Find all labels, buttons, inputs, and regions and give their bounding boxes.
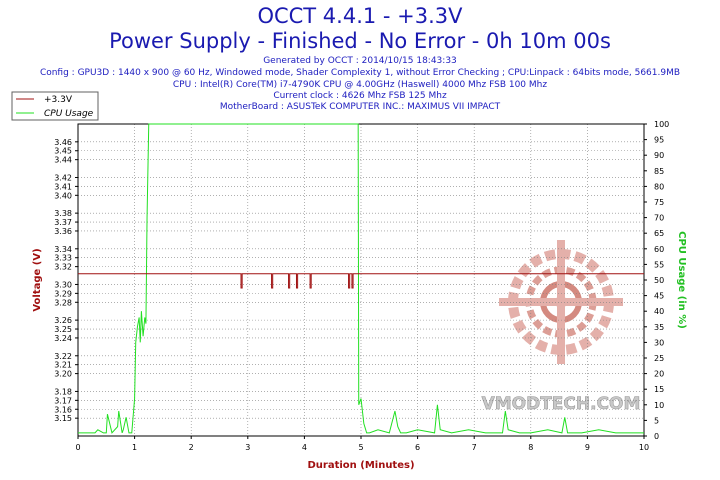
x-tick-label: 5 — [358, 443, 363, 452]
info-cpu: CPU : Intel(R) Core(TM) i7-4790K CPU @ 4… — [172, 80, 548, 90]
y-tick-label: 3.21 — [54, 361, 72, 370]
y-tick-label: 3.42 — [54, 173, 72, 182]
y-tick-label: 3.33 — [54, 254, 72, 263]
x-tick-label: 1 — [132, 443, 137, 452]
x-tick-label: 10 — [639, 443, 649, 452]
y-tick-label: 3.20 — [54, 370, 72, 379]
y-tick-label: 3.16 — [54, 405, 72, 414]
y2-tick-label: 95 — [654, 136, 664, 145]
y2-tick-label: 65 — [654, 229, 664, 238]
x-tick-label: 2 — [189, 443, 194, 452]
y2-tick-label: 40 — [654, 307, 664, 316]
info-config: Config : GPU3D : 1440 x 900 @ 60 Hz, Win… — [39, 68, 681, 78]
x-tick-label: 8 — [528, 443, 533, 452]
y2-tick-label: 0 — [654, 432, 659, 441]
y2-tick-label: 35 — [654, 323, 664, 332]
grid-lines — [78, 124, 644, 436]
x-axis-ticks: 0 1 2 3 4 5 6 7 8 9 10 — [75, 436, 649, 452]
x-tick-label: 9 — [585, 443, 590, 452]
y-tick-label: 3.18 — [54, 387, 72, 396]
series-line-voltage — [78, 273, 644, 289]
y2-tick-label: 5 — [654, 416, 659, 425]
y-tick-label: 3.46 — [54, 138, 72, 147]
x-tick-label: 3 — [245, 443, 250, 452]
y-tick-label: 3.26 — [54, 316, 72, 325]
y2-tick-label: 80 — [654, 182, 664, 191]
y-tick-label: 3.24 — [54, 334, 72, 343]
y-tick-label: 3.17 — [54, 396, 72, 405]
y-tick-label: 3.22 — [54, 352, 72, 361]
series-line-cpu-usage — [78, 123, 644, 434]
y-tick-label: 3.40 — [54, 191, 72, 200]
y-tick-label: 3.30 — [54, 280, 72, 289]
y-tick-label: 3.15 — [54, 414, 72, 423]
y-tick-label: 3.28 — [54, 298, 72, 307]
y-tick-label: 3.36 — [54, 227, 72, 236]
y-tick-label: 3.41 — [54, 182, 72, 191]
y2-tick-label: 50 — [654, 276, 664, 285]
y-tick-label: 3.44 — [54, 156, 72, 165]
y-tick-label: 3.38 — [54, 209, 72, 218]
x-tick-label: 4 — [302, 443, 307, 452]
info-motherboard: MotherBoard : ASUSTeK COMPUTER INC.: MAX… — [219, 102, 501, 112]
y2-tick-label: 10 — [654, 401, 664, 410]
y2-tick-label: 100 — [654, 120, 669, 129]
x-tick-label: 6 — [415, 443, 420, 452]
legend: +3.3V CPU Usage — [11, 91, 99, 121]
y2-tick-label: 60 — [654, 245, 664, 254]
y2-tick-label: 55 — [654, 260, 664, 269]
x-tick-label: 7 — [472, 443, 477, 452]
y-tick-label: 3.45 — [54, 147, 72, 156]
y-tick-label: 3.37 — [54, 218, 72, 227]
y2-tick-label: 85 — [654, 167, 664, 176]
chart-title: OCCT 4.4.1 - +3.3V — [257, 4, 463, 28]
info-generated: Generated by OCCT : 2014/10/15 18:43:33 — [263, 56, 457, 66]
y2-axis-ticks: 0 5 10 15 20 25 30 35 40 45 50 55 60 65 70 75 80 85 90 95 10… — [644, 120, 669, 441]
y-tick-label: 3.32 — [54, 263, 72, 272]
info-current-clock: Current clock : 4626 Mhz FSB 125 Mhz — [273, 91, 447, 101]
x-tick-label: 0 — [75, 443, 80, 452]
y-axis-ticks: 3.153.163.173.18 3.203.213.22 3.243.253.26… — [54, 138, 78, 423]
y-tick-label: 3.34 — [54, 245, 72, 254]
chart-subtitle: Power Supply - Finished - No Error - 0h … — [109, 29, 611, 53]
y2-tick-label: 75 — [654, 198, 664, 207]
y-tick-label: 3.25 — [54, 325, 72, 334]
y-tick-label: 3.29 — [54, 289, 72, 298]
y2-tick-label: 30 — [654, 338, 664, 347]
y2-tick-label: 20 — [654, 370, 664, 379]
y-axis-label: Voltage (V) — [32, 248, 43, 311]
y2-tick-label: 45 — [654, 292, 664, 301]
y2-tick-label: 90 — [654, 151, 664, 160]
legend-label-voltage: +3.3V — [44, 95, 73, 105]
y2-tick-label: 70 — [654, 214, 664, 223]
legend-label-cpu-usage: CPU Usage — [44, 109, 94, 119]
y2-axis-label: CPU Usage (in %) — [676, 231, 687, 329]
y2-tick-label: 25 — [654, 354, 664, 363]
x-axis-label: Duration (Minutes) — [307, 460, 414, 471]
y2-tick-label: 15 — [654, 385, 664, 394]
